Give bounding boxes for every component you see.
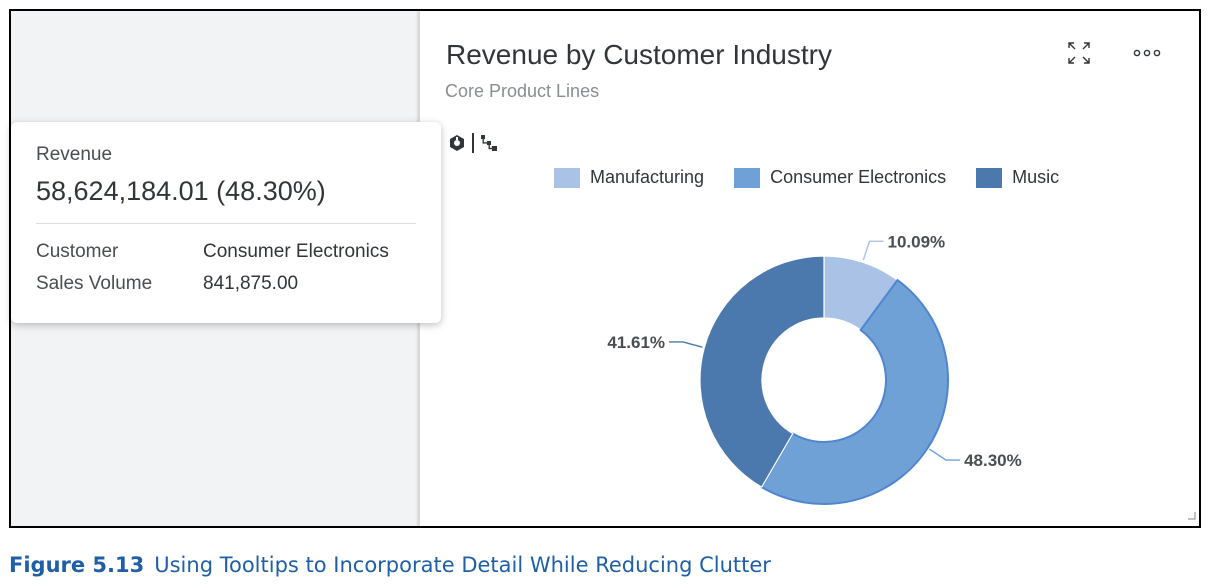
toolbar-separator (472, 133, 474, 153)
donut-slice-music[interactable] (699, 255, 825, 488)
tooltip-row-sales-volume: Sales Volume 841,875.00 (36, 273, 298, 295)
data-label-manufacturing: 10.09% (888, 232, 946, 251)
legend-label: Music (1012, 167, 1060, 187)
leader-line-consumer-electronics (928, 448, 961, 461)
legend-swatch (976, 167, 1003, 188)
legend-item-consumer-electronics[interactable]: Consumer Electronics (734, 167, 946, 188)
tooltip-measure-value: 58,624,184.01 (48.30%) (36, 176, 326, 206)
chart-toolbar (448, 131, 498, 155)
chart-card: Revenue by Customer Industry Core Produc… (419, 11, 1199, 526)
legend-swatch (734, 167, 761, 188)
resize-handle-icon[interactable] (1186, 510, 1196, 520)
legend-swatch (554, 167, 580, 188)
chart-tooltip: Revenue 58,624,184.01 (48.30%) Customer C… (11, 122, 441, 323)
legend-label: Manufacturing (590, 167, 705, 187)
chart-title: Revenue by Customer Industry (446, 39, 832, 70)
figure-caption: Figure 5.13 Using Tooltips to Incorporate… (9, 553, 771, 577)
tooltip-value: 841,875.00 (203, 273, 299, 294)
tooltip-divider (36, 223, 416, 224)
data-label-music: 41.61% (607, 333, 665, 352)
figure-caption-text: Using Tooltips to Incorporate Detail Whi… (154, 553, 771, 577)
legend-label: Consumer Electronics (770, 167, 947, 187)
leader-line-manufacturing (862, 240, 884, 261)
tooltip-row-customer: Customer Consumer Electronics (36, 241, 389, 263)
tooltip-value: Consumer Electronics (203, 241, 389, 262)
hierarchy-icon[interactable] (480, 134, 498, 152)
legend-item-music[interactable]: Music (976, 167, 1059, 188)
tooltip-measure-label: Revenue (36, 144, 113, 165)
chart-legend: Manufacturing Consumer Electronics Music (554, 167, 1089, 188)
chart-subtitle: Core Product Lines (445, 81, 600, 101)
expand-icon[interactable] (1066, 40, 1092, 66)
drill-icon[interactable] (448, 134, 466, 152)
figure-number: Figure 5.13 (9, 553, 145, 577)
more-options-icon[interactable] (1132, 43, 1162, 63)
tooltip-key: Customer (36, 241, 119, 262)
donut-slice-consumer-electronics[interactable] (760, 278, 949, 505)
leader-line-music (669, 341, 703, 348)
tooltip-key: Sales Volume (36, 273, 153, 294)
legend-item-manufacturing[interactable]: Manufacturing (554, 167, 704, 188)
donut-chart: 10.09% 48.30% 41.61% (607, 232, 1022, 505)
screenshot-frame: Revenue by Customer Industry Core Produc… (9, 9, 1201, 528)
data-label-consumer-electronics: 48.30% (964, 451, 1022, 470)
